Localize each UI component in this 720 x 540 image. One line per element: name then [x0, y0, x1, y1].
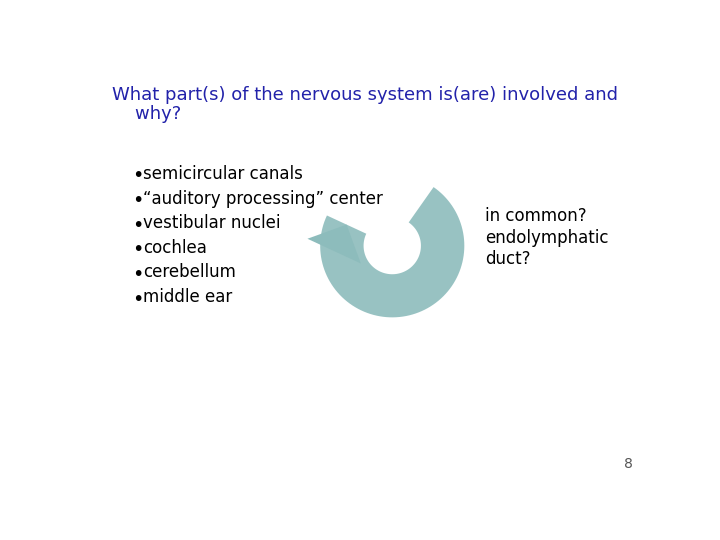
Text: why?: why? [112, 105, 181, 123]
Text: cerebellum: cerebellum [143, 264, 235, 281]
Text: vestibular nuclei: vestibular nuclei [143, 214, 280, 232]
Text: •: • [132, 240, 143, 259]
Text: semicircular canals: semicircular canals [143, 165, 302, 183]
Polygon shape [307, 225, 361, 264]
Text: duct?: duct? [485, 251, 531, 268]
Text: middle ear: middle ear [143, 288, 232, 306]
Text: “auditory processing” center: “auditory processing” center [143, 190, 382, 207]
Text: •: • [132, 215, 143, 235]
Text: cochlea: cochlea [143, 239, 207, 257]
Text: •: • [132, 191, 143, 210]
Text: in common?: in common? [485, 207, 587, 225]
Text: •: • [132, 265, 143, 284]
Text: •: • [132, 289, 143, 309]
Text: •: • [132, 166, 143, 185]
Polygon shape [320, 187, 464, 318]
Text: 8: 8 [624, 457, 632, 471]
Text: What part(s) of the nervous system is(are) involved and: What part(s) of the nervous system is(ar… [112, 86, 618, 104]
Text: endolymphatic: endolymphatic [485, 229, 608, 247]
